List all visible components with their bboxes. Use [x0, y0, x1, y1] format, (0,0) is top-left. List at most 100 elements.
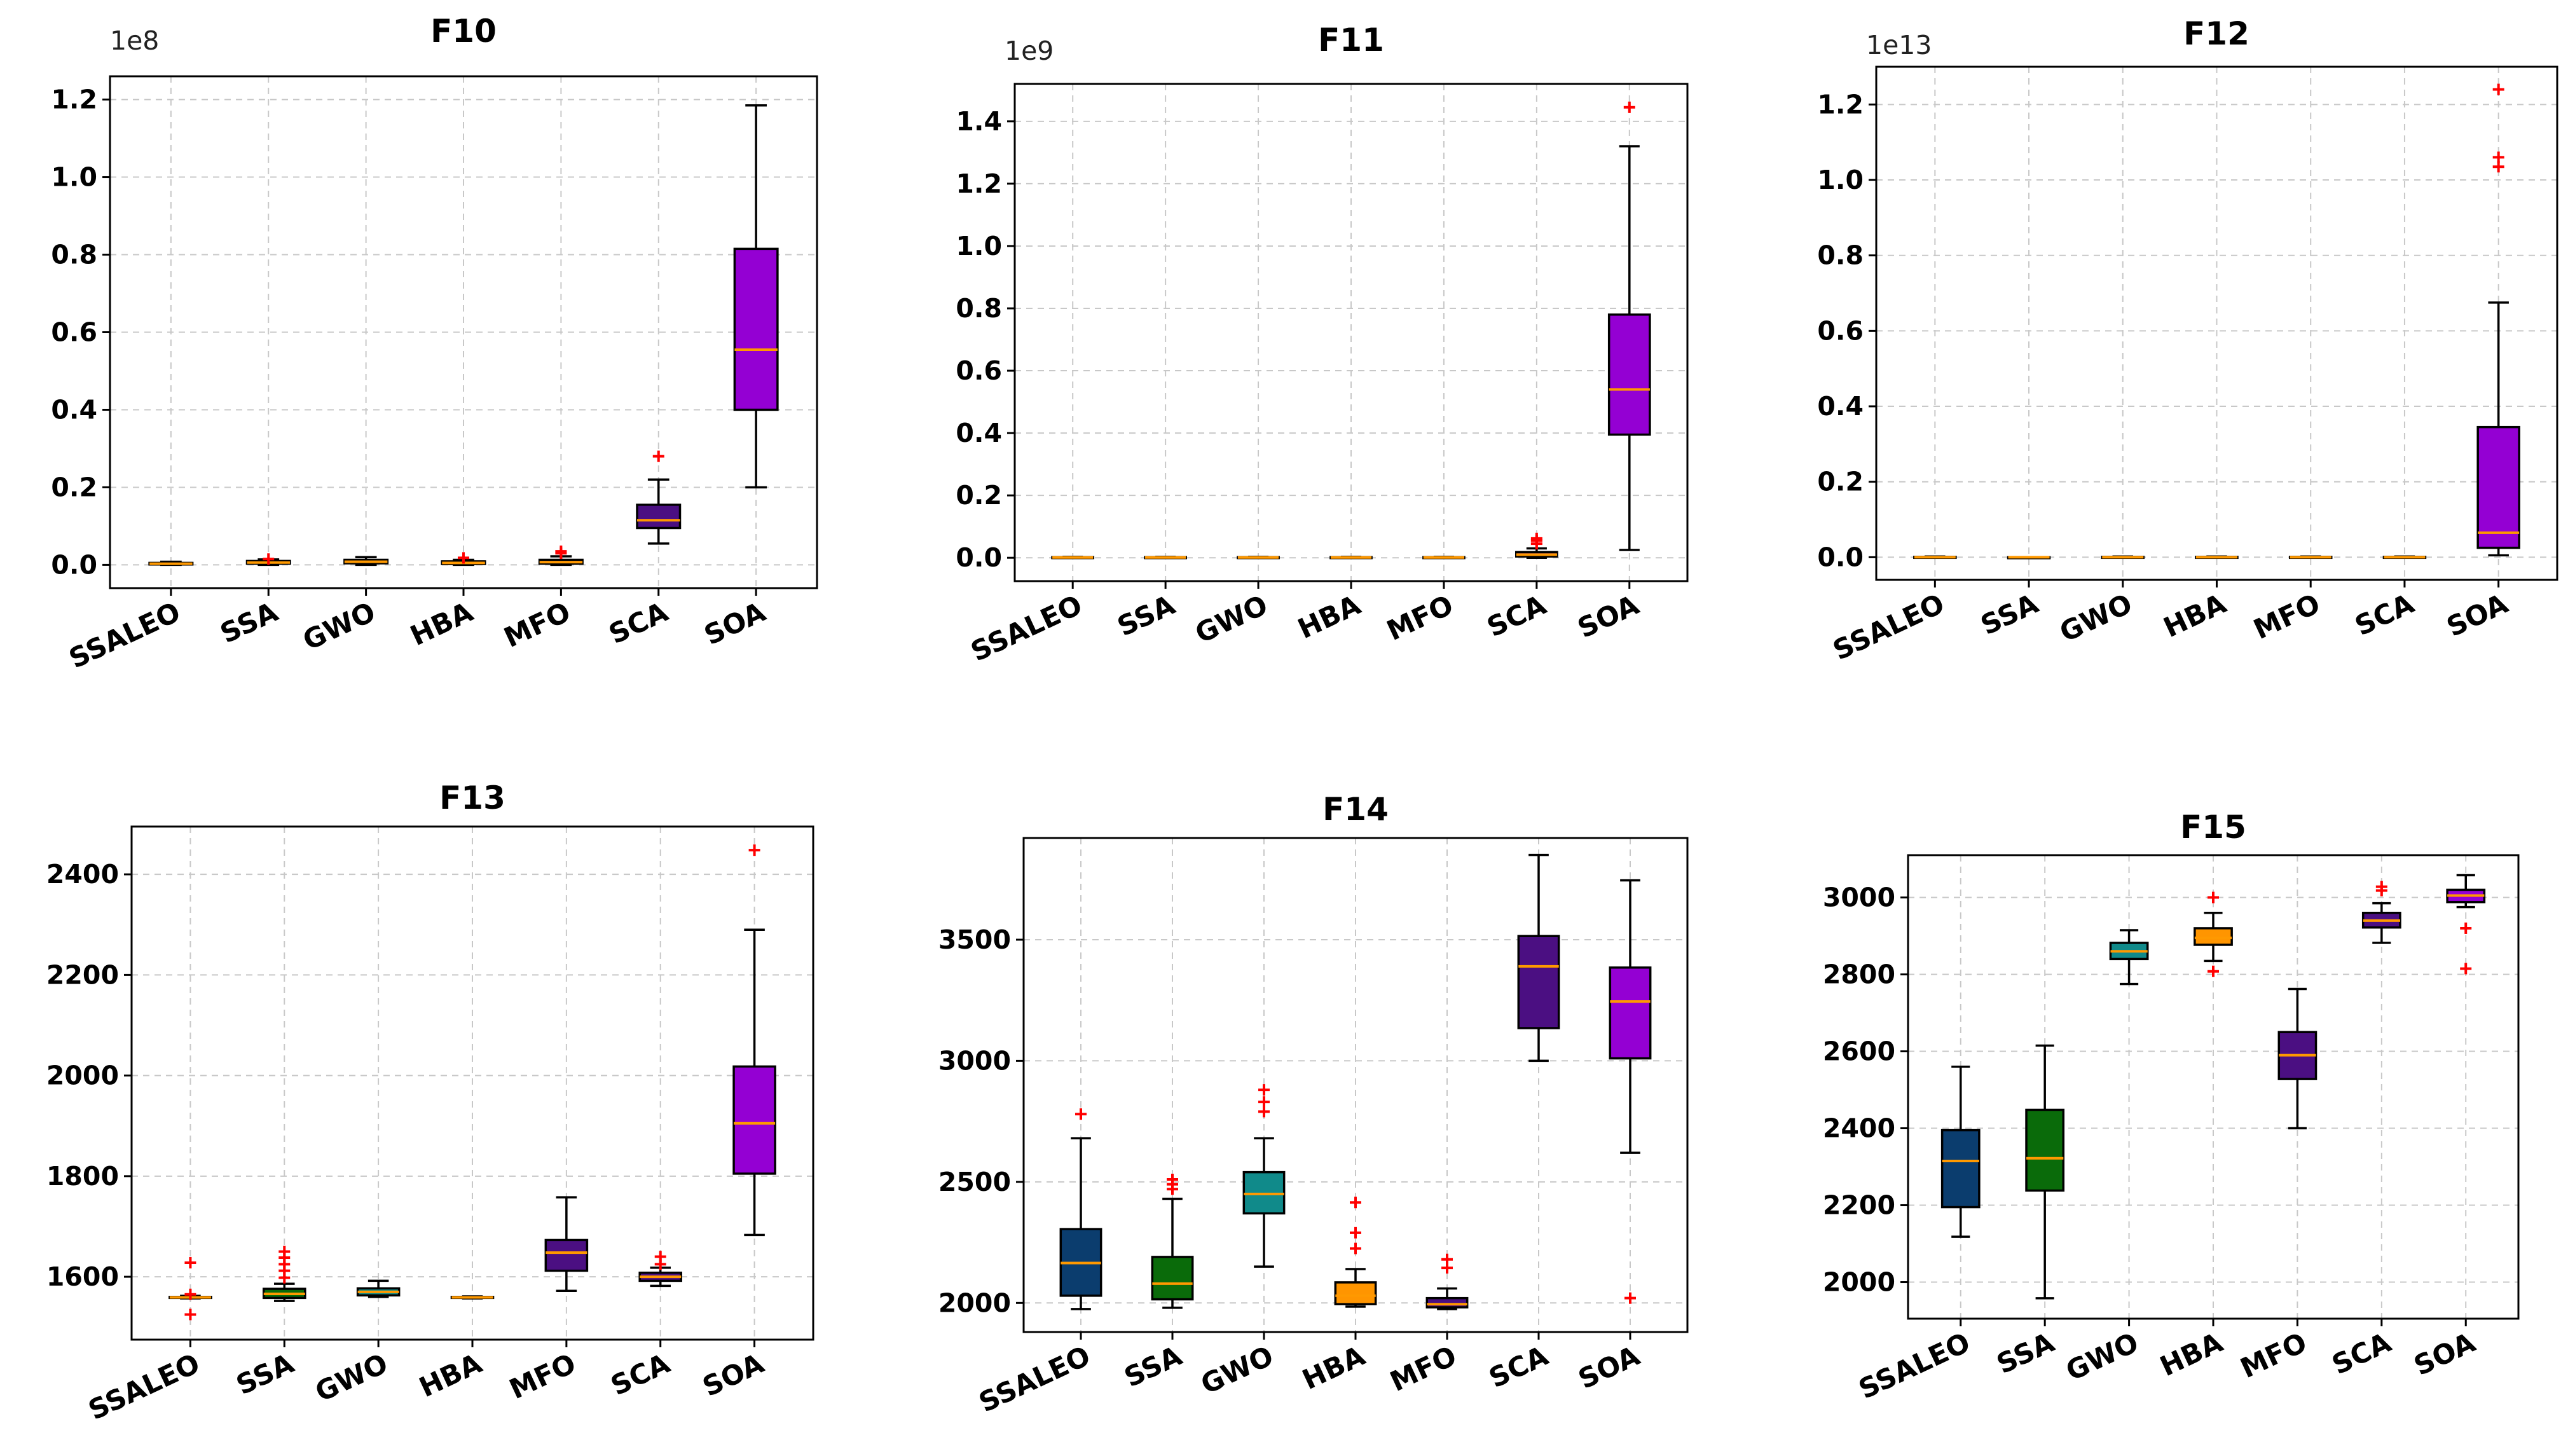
box-mfo: [538, 546, 584, 567]
outlier-marker: [652, 450, 664, 462]
y-axis: 2000 2200 2400 2600 2800 3000: [1823, 883, 1908, 1298]
box-ssa: [245, 553, 291, 567]
y-tick-label: 2200: [1823, 1190, 1895, 1221]
plot-frame: [1907, 854, 2520, 1320]
plot-frame: [1013, 83, 1689, 582]
box-hba: [2195, 555, 2239, 560]
box-gwo: [2101, 555, 2145, 560]
outlier-marker: [1350, 1197, 1361, 1209]
y-axis: 0.0 0.2 0.4 0.6 0.8 1.0 1.2 1.4: [956, 106, 1015, 573]
panel-f15: F15 2000 2200 2400 2600 2800 3000 SSALEO SSA GWO…: [1823, 809, 2520, 1406]
plot-frame: [1022, 837, 1689, 1333]
x-tick-label: SOA: [1573, 589, 1644, 645]
outlier-marker: [1075, 1108, 1087, 1120]
iqr-box: [733, 247, 779, 411]
x-tick-label: GWO: [298, 596, 380, 657]
y-tick-label: 2400: [46, 859, 119, 889]
outlier-marker: [1167, 1174, 1178, 1186]
x-tick-label: GWO: [2055, 588, 2137, 649]
box-sca: [638, 1251, 683, 1288]
y-tick-label: 2200: [46, 959, 119, 990]
x-tick-label: SOA: [2442, 587, 2513, 643]
box-ssa: [2025, 1044, 2065, 1300]
x-tick-label: HBA: [406, 596, 478, 652]
outlier-marker: [2460, 963, 2472, 975]
y-tick-label: 1600: [46, 1261, 119, 1292]
y-tick-label: 1.2: [51, 85, 97, 115]
y-tick-label: 1.2: [956, 168, 1002, 199]
grid: [110, 76, 817, 588]
box-ssaleo: [1059, 1108, 1102, 1310]
iqr-box: [636, 504, 682, 530]
y-tick-label: 2500: [938, 1167, 1011, 1197]
chart-title: F15: [2180, 809, 2246, 846]
x-tick-label: SSALEO: [1854, 1327, 1975, 1406]
outlier-marker: [1441, 1253, 1453, 1265]
box-mfo: [2288, 555, 2333, 560]
y-tick-label: 3000: [938, 1045, 1011, 1076]
axis-offset-label: 1e9: [1005, 36, 1054, 66]
box-mfo: [2277, 987, 2318, 1130]
grid: [1024, 838, 1687, 1332]
box-ssaleo: [1940, 1065, 1981, 1238]
outlier-marker: [2208, 965, 2219, 977]
box-gwo: [1242, 1084, 1286, 1268]
y-axis: 0.0 0.2 0.4 0.6 0.8 1.0 1.2: [51, 85, 110, 580]
x-tick-label: SCA: [604, 596, 673, 650]
outlier-marker: [1350, 1226, 1361, 1239]
outlier-marker: [458, 552, 469, 564]
x-tick-label: SSALEO: [84, 1348, 205, 1427]
y-axis: 0.0 0.2 0.4 0.6 0.8 1.0 1.2: [1817, 89, 1876, 572]
box-ssaleo: [148, 560, 194, 567]
outlier-marker: [1258, 1084, 1270, 1096]
box-soa: [1607, 101, 1651, 551]
box-ssaleo: [1913, 555, 1957, 560]
grid: [132, 827, 813, 1340]
outlier-marker: [555, 546, 567, 558]
outlier-marker: [2492, 151, 2504, 163]
chart-title: F12: [2183, 15, 2249, 52]
chart-title: F13: [439, 780, 505, 816]
box-sca: [1517, 853, 1560, 1062]
y-tick-label: 0.0: [1817, 542, 1864, 572]
y-tick-label: 0.8: [1817, 240, 1864, 271]
box-ssaleo: [168, 1256, 212, 1321]
box-mfo: [1422, 556, 1466, 560]
x-tick-label: GWO: [311, 1348, 393, 1409]
x-tick-label: SSA: [1992, 1326, 2059, 1380]
y-tick-label: 0.6: [956, 355, 1002, 386]
x-tick-label: SOA: [1574, 1340, 1645, 1396]
x-tick-label: HBA: [1293, 589, 1366, 645]
box-ssa: [1144, 556, 1187, 560]
x-tick-label: SSA: [1120, 1340, 1187, 1394]
outlier-marker: [1623, 101, 1635, 113]
x-tick-label: SSA: [1113, 589, 1180, 643]
grid: [1015, 84, 1687, 581]
y-tick-label: 0.4: [1817, 391, 1864, 422]
x-tick-label: SCA: [1483, 589, 1552, 643]
y-tick-label: 0.2: [956, 480, 1002, 511]
x-tick-label: SOA: [698, 1347, 769, 1403]
outlier-marker: [748, 844, 760, 856]
box-ssaleo: [1051, 556, 1095, 560]
x-tick-label: SSA: [216, 596, 283, 650]
box-soa: [2446, 874, 2486, 975]
panel-f13: F13 1600 1800 2000 2200 2400 SSALEO SSA GWO HBA M…: [46, 780, 814, 1427]
y-tick-label: 0.4: [51, 394, 97, 425]
outlier-marker: [2492, 83, 2504, 95]
outlier-marker: [654, 1251, 666, 1263]
outlier-marker: [278, 1246, 291, 1258]
x-tick-label: SSA: [1976, 587, 2043, 642]
outlier-marker: [1624, 1292, 1636, 1304]
box-sca: [1515, 532, 1558, 559]
chart-title: F14: [1322, 791, 1389, 828]
iqr-box: [2194, 927, 2233, 946]
chart-title: F10: [430, 13, 497, 50]
outlier-marker: [2460, 922, 2472, 934]
y-tick-label: 2000: [1823, 1267, 1895, 1298]
y-axis: 2000 2500 3000 3500: [938, 924, 1024, 1318]
y-tick-label: 1.0: [51, 162, 97, 193]
outlier-marker: [184, 1288, 196, 1300]
y-tick-label: 2600: [1823, 1036, 1895, 1067]
x-tick-label: MFO: [2249, 588, 2325, 646]
